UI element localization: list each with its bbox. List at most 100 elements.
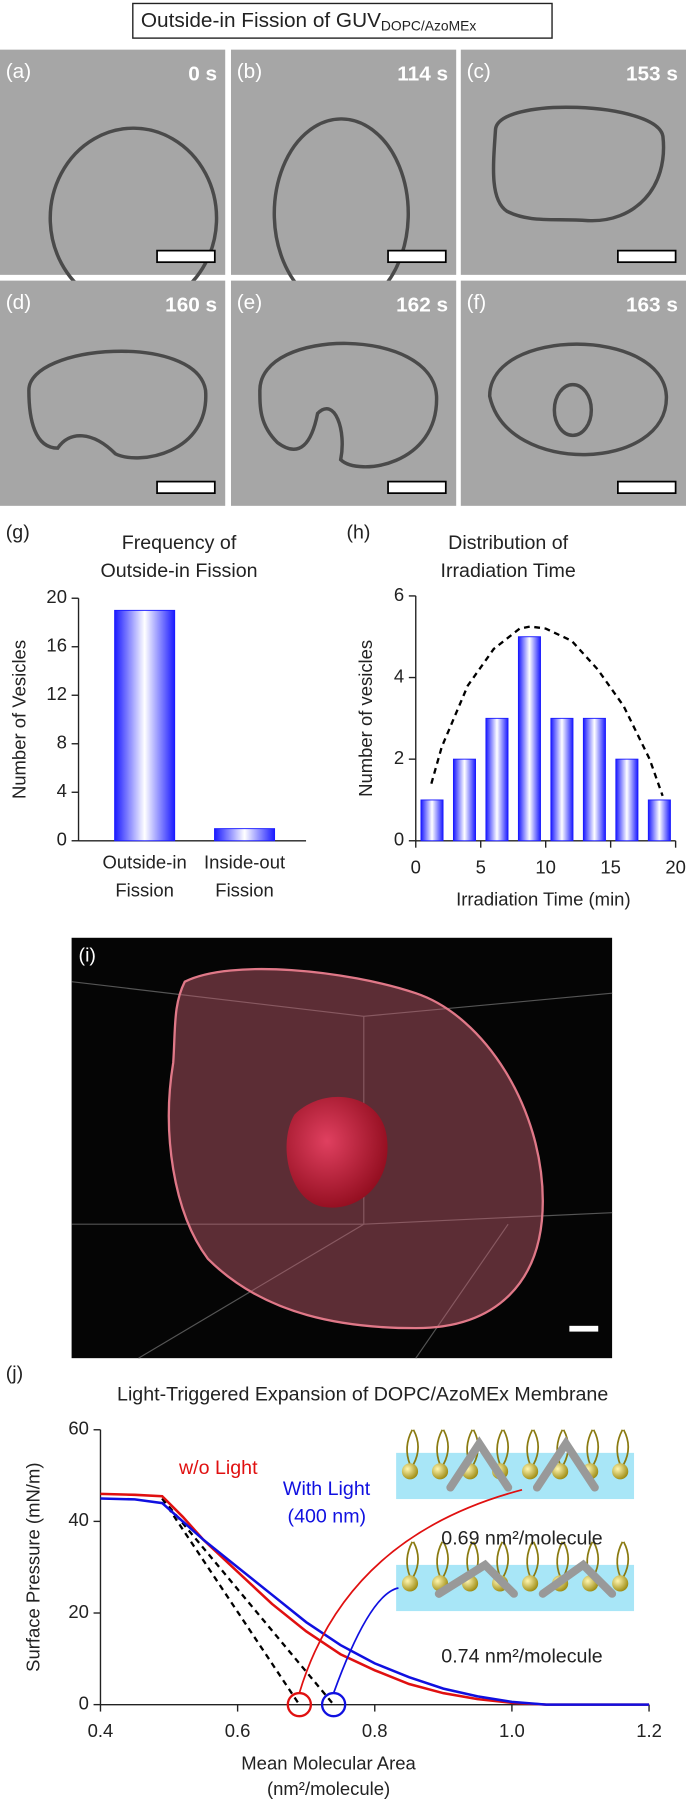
x-axis-label: (nm²/molecule) bbox=[267, 1778, 390, 1799]
time-label: 163 s bbox=[626, 294, 678, 317]
x-tick-label: 5 bbox=[476, 856, 486, 877]
x-tick-label: 0 bbox=[411, 856, 421, 877]
lipid-head bbox=[522, 1575, 539, 1592]
lipid-head bbox=[431, 1463, 449, 1480]
title-subscript: DOPC/AzoMEx bbox=[381, 17, 476, 33]
inner-vesicle bbox=[286, 1096, 388, 1208]
micrograph: (f) 163 s bbox=[460, 280, 686, 506]
x-tick-label: Fission bbox=[115, 879, 174, 900]
x-tick-label: 0.4 bbox=[88, 1720, 114, 1741]
lipid-tail bbox=[616, 1541, 630, 1577]
micrograph: (e) 162 s bbox=[230, 280, 457, 506]
y-tick-label: 0 bbox=[79, 1693, 89, 1714]
chart-title: Outside-in Fission bbox=[100, 560, 257, 582]
x-tick-label: 1.0 bbox=[499, 1720, 525, 1741]
bar bbox=[420, 799, 444, 842]
y-tick-label: 4 bbox=[394, 665, 404, 686]
time-label: 114 s bbox=[397, 63, 448, 86]
y-tick-label: 8 bbox=[57, 732, 67, 753]
x-tick-label: 20 bbox=[665, 856, 686, 877]
lipid-head bbox=[612, 1463, 629, 1480]
panel-label: (i) bbox=[79, 944, 96, 966]
panel-label: (d) bbox=[6, 291, 31, 314]
panel-label: (g) bbox=[6, 522, 30, 544]
panel-label: (a) bbox=[6, 60, 31, 83]
micrograph-bg bbox=[0, 49, 226, 275]
lipid-tail bbox=[526, 1541, 540, 1577]
panel-label: (c) bbox=[467, 60, 491, 83]
x-tick-label: 1.2 bbox=[636, 1720, 662, 1741]
render-grid bbox=[71, 981, 364, 1017]
lipid-head bbox=[401, 1463, 419, 1480]
bar bbox=[214, 828, 276, 842]
callout-line bbox=[298, 1488, 523, 1694]
chart-title: Distribution of bbox=[448, 532, 569, 554]
y-tick-label: 12 bbox=[46, 683, 67, 704]
y-tick-label: 20 bbox=[46, 586, 67, 607]
panel-label: (h) bbox=[346, 522, 370, 544]
lipid-tail bbox=[526, 1429, 540, 1465]
callout-line bbox=[332, 1587, 399, 1694]
scale-bar bbox=[156, 480, 216, 495]
y-tick-label: 40 bbox=[68, 1509, 89, 1530]
panel-label: (f) bbox=[467, 291, 487, 314]
y-axis-label: Number of vesicles bbox=[355, 640, 376, 797]
panel-label: (e) bbox=[237, 291, 262, 314]
y-tick-label: 0 bbox=[57, 829, 67, 850]
y-axis-label: Surface Pressure (mN/m) bbox=[23, 1463, 44, 1672]
x-tick-label: Fission bbox=[215, 879, 274, 900]
bar bbox=[647, 799, 671, 842]
micrograph-bg bbox=[230, 280, 457, 506]
lipid-tail bbox=[586, 1429, 600, 1465]
micrograph: (d) 160 s bbox=[0, 280, 226, 506]
micrograph-bg bbox=[460, 49, 686, 275]
line-series bbox=[100, 1492, 650, 1706]
x-tick-label: 0.8 bbox=[362, 1720, 388, 1741]
lipid-tail bbox=[436, 1429, 449, 1465]
micrograph-bg bbox=[230, 49, 457, 275]
bar bbox=[485, 717, 509, 842]
y-tick-label: 60 bbox=[68, 1418, 89, 1439]
lipid-tail bbox=[406, 1429, 419, 1465]
annotation-label: 0.69 nm²/molecule bbox=[441, 1528, 603, 1550]
micrograph: (a) 0 s bbox=[0, 49, 226, 311]
chart-title: Irradiation Time bbox=[441, 560, 576, 582]
time-label: 160 s bbox=[165, 294, 217, 317]
bar bbox=[517, 636, 541, 842]
lipid-tail bbox=[616, 1429, 630, 1465]
time-label: 162 s bbox=[396, 294, 448, 317]
x-tick-label: 15 bbox=[600, 856, 621, 877]
lipid-tail bbox=[406, 1541, 419, 1577]
render-grid bbox=[363, 992, 613, 1017]
x-tick-label: Outside-in bbox=[103, 852, 187, 873]
title-box bbox=[132, 2, 553, 39]
vesicle-outline bbox=[491, 105, 666, 223]
y-tick-label: 20 bbox=[68, 1601, 89, 1622]
lipid-head bbox=[552, 1463, 569, 1480]
micrograph-bg bbox=[460, 280, 686, 506]
micrograph: (b) 114 s bbox=[230, 49, 457, 311]
scale-bar bbox=[387, 249, 447, 264]
azo-molecule bbox=[446, 1436, 599, 1492]
bar bbox=[550, 717, 574, 842]
scale-bar bbox=[387, 480, 447, 495]
x-axis-label: Mean Molecular Area bbox=[241, 1753, 416, 1774]
chart-title: Light-Triggered Expansion of DOPC/AzoMEx… bbox=[117, 1383, 608, 1405]
subphase bbox=[396, 1564, 635, 1612]
lipid-head bbox=[522, 1463, 539, 1480]
lipid-tail bbox=[496, 1429, 510, 1465]
y-tick-label: 0 bbox=[394, 829, 404, 850]
scale-bar bbox=[617, 249, 677, 264]
y-tick-label: 4 bbox=[57, 780, 67, 801]
x-axis-label: Irradiation Time (min) bbox=[456, 889, 630, 910]
azo-molecule bbox=[434, 1559, 617, 1598]
annotation-label: 0.74 nm²/molecule bbox=[441, 1645, 603, 1667]
vesicle-outline bbox=[258, 341, 439, 469]
scale-bar bbox=[617, 480, 677, 495]
bar bbox=[615, 758, 639, 842]
time-label: 153 s bbox=[626, 63, 678, 86]
chart-title: Frequency of bbox=[122, 532, 237, 554]
legend-label: w/o Light bbox=[178, 1457, 258, 1479]
